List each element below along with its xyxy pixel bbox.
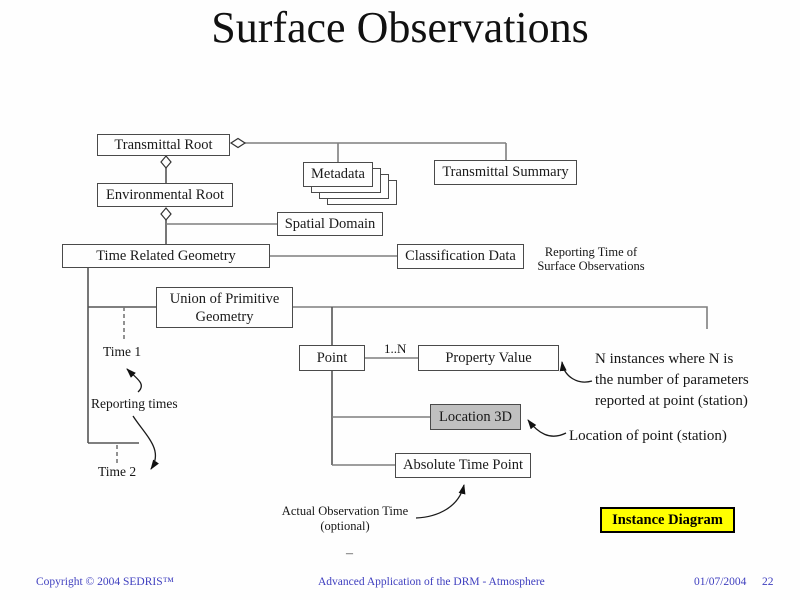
reporting-times-label: Reporting times xyxy=(91,396,178,411)
node-metadata-stack: Metadata xyxy=(303,162,399,206)
node-absolute-time-point: Absolute Time Point xyxy=(395,453,531,478)
note-line: Actual Observation Time xyxy=(281,504,409,518)
node-point: Point xyxy=(299,345,365,371)
arrow-location-label-to-location3d xyxy=(527,419,567,437)
arrow-obs-time-to-abs-time-point xyxy=(415,484,466,519)
n-instances-note: N instances where N is the number of par… xyxy=(595,349,749,412)
time2-label: Time 2 xyxy=(98,464,137,479)
actual-observation-time-note: Actual Observation Time (optional) xyxy=(270,504,420,534)
note-line: Surface Observations xyxy=(537,259,645,273)
node-label: Environmental Root xyxy=(106,186,224,203)
note-line: N instances where N is xyxy=(595,351,734,367)
node-label: Time Related Geometry xyxy=(96,247,236,264)
aggregation-diamond-icon xyxy=(160,207,172,221)
footer-date: 01/07/2004 xyxy=(694,576,747,588)
arrow-reporting-times-to-time1 xyxy=(126,368,142,393)
node-classification-data: Classification Data xyxy=(397,244,524,269)
node-transmittal-root: Transmittal Root xyxy=(97,134,230,156)
node-label: Spatial Domain xyxy=(284,215,376,232)
node-label: Transmittal Root xyxy=(114,136,213,153)
node-union-of-primitive-geometry: Union of Primitive Geometry xyxy=(156,287,293,328)
footer-copyright: Copyright © 2004 SEDRIS™ xyxy=(36,576,174,588)
node-label: Metadata xyxy=(311,166,365,182)
node-label: Union of Primitive xyxy=(169,290,280,307)
node-label: Point xyxy=(316,349,348,366)
multiplicity-label: 1..N xyxy=(384,341,407,356)
node-metadata: Metadata xyxy=(303,162,373,187)
reporting-time-note: Reporting Time of Surface Observations xyxy=(535,245,647,273)
note-line: Reporting Time of xyxy=(544,245,638,259)
footer-center: Advanced Application of the DRM - Atmosp… xyxy=(318,576,545,588)
node-spatial-domain: Spatial Domain xyxy=(277,212,383,236)
node-label: Absolute Time Point xyxy=(402,457,524,473)
aggregation-diamond-icon xyxy=(160,155,172,169)
node-label: Classification Data xyxy=(405,248,516,264)
node-environmental-root: Environmental Root xyxy=(97,183,233,207)
note-line: reported at point (station) xyxy=(595,393,748,409)
footer-page-number: 22 xyxy=(762,576,774,588)
arrow-n-instances-to-property-value xyxy=(559,361,593,383)
node-time-related-geometry: Time Related Geometry xyxy=(62,244,270,268)
time1-label: Time 1 xyxy=(103,344,142,359)
note-line: (optional) xyxy=(320,519,370,533)
node-transmittal-summary: Transmittal Summary xyxy=(434,160,577,185)
node-label: Transmittal Summary xyxy=(442,164,569,180)
node-label: Geometry xyxy=(195,308,254,325)
badge-label: Instance Diagram xyxy=(612,511,723,528)
node-label: Property Value xyxy=(445,349,532,366)
aggregation-diamond-icon xyxy=(229,137,247,149)
node-label: Location 3D xyxy=(439,408,512,425)
stray-dash: – xyxy=(346,546,353,561)
slide-title: Surface Observations xyxy=(211,3,589,52)
instance-diagram-badge: Instance Diagram xyxy=(600,507,735,533)
node-location-3d: Location 3D xyxy=(430,404,521,430)
node-property-value: Property Value xyxy=(418,345,559,371)
location-of-point-note: Location of point (station) xyxy=(569,428,727,444)
arrow-reporting-times-to-time2 xyxy=(132,415,159,470)
note-line: the number of parameters xyxy=(595,372,749,388)
edge-union-right xyxy=(293,306,708,329)
